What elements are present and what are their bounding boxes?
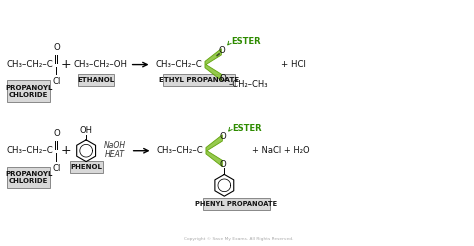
- Text: Cl: Cl: [52, 77, 61, 86]
- Text: Copyright © Save My Exams. All Rights Reserved.: Copyright © Save My Exams. All Rights Re…: [184, 237, 293, 241]
- Text: ETHYL PROPANOATE: ETHYL PROPANOATE: [159, 77, 239, 83]
- FancyBboxPatch shape: [7, 167, 51, 188]
- Text: ESTER: ESTER: [232, 123, 262, 133]
- FancyBboxPatch shape: [78, 75, 114, 86]
- FancyBboxPatch shape: [202, 198, 270, 210]
- Text: CH₃–CH₂–OH: CH₃–CH₂–OH: [73, 60, 127, 69]
- Text: –CH₂–CH₃: –CH₂–CH₃: [228, 80, 268, 89]
- Text: O: O: [220, 132, 227, 141]
- Text: +: +: [61, 58, 72, 71]
- Text: PHENYL PROPANOATE: PHENYL PROPANOATE: [195, 201, 277, 207]
- Text: O: O: [219, 46, 226, 55]
- Text: PROPANOYL
CHLORIDE: PROPANOYL CHLORIDE: [5, 85, 53, 98]
- Text: PHENOL: PHENOL: [71, 164, 102, 169]
- Text: O: O: [53, 43, 60, 52]
- Text: CH₃–CH₂–C: CH₃–CH₂–C: [7, 60, 54, 69]
- Text: CH₃–CH₂–C: CH₃–CH₂–C: [155, 60, 202, 69]
- Text: ESTER: ESTER: [231, 37, 261, 46]
- FancyBboxPatch shape: [70, 161, 103, 172]
- Text: O: O: [220, 74, 227, 83]
- Text: + HCl: + HCl: [281, 60, 306, 69]
- Text: NaOH: NaOH: [104, 141, 126, 150]
- Text: O: O: [53, 129, 60, 138]
- Polygon shape: [206, 135, 222, 167]
- Text: =: =: [214, 51, 222, 59]
- FancyBboxPatch shape: [7, 80, 51, 102]
- Text: Cl: Cl: [52, 164, 61, 173]
- Text: PROPANOYL
CHLORIDE: PROPANOYL CHLORIDE: [5, 171, 53, 184]
- Text: O: O: [220, 160, 227, 169]
- Text: +: +: [61, 144, 72, 157]
- Text: + NaCl + H₂O: + NaCl + H₂O: [252, 146, 310, 155]
- Polygon shape: [205, 49, 221, 80]
- Text: HEAT: HEAT: [105, 150, 125, 159]
- Text: ETHANOL: ETHANOL: [77, 77, 115, 83]
- Text: CH₃–CH₂–C: CH₃–CH₂–C: [156, 146, 203, 155]
- Text: CH₃–CH₂–C: CH₃–CH₂–C: [7, 146, 54, 155]
- Text: OH: OH: [80, 126, 92, 135]
- FancyBboxPatch shape: [164, 75, 235, 86]
